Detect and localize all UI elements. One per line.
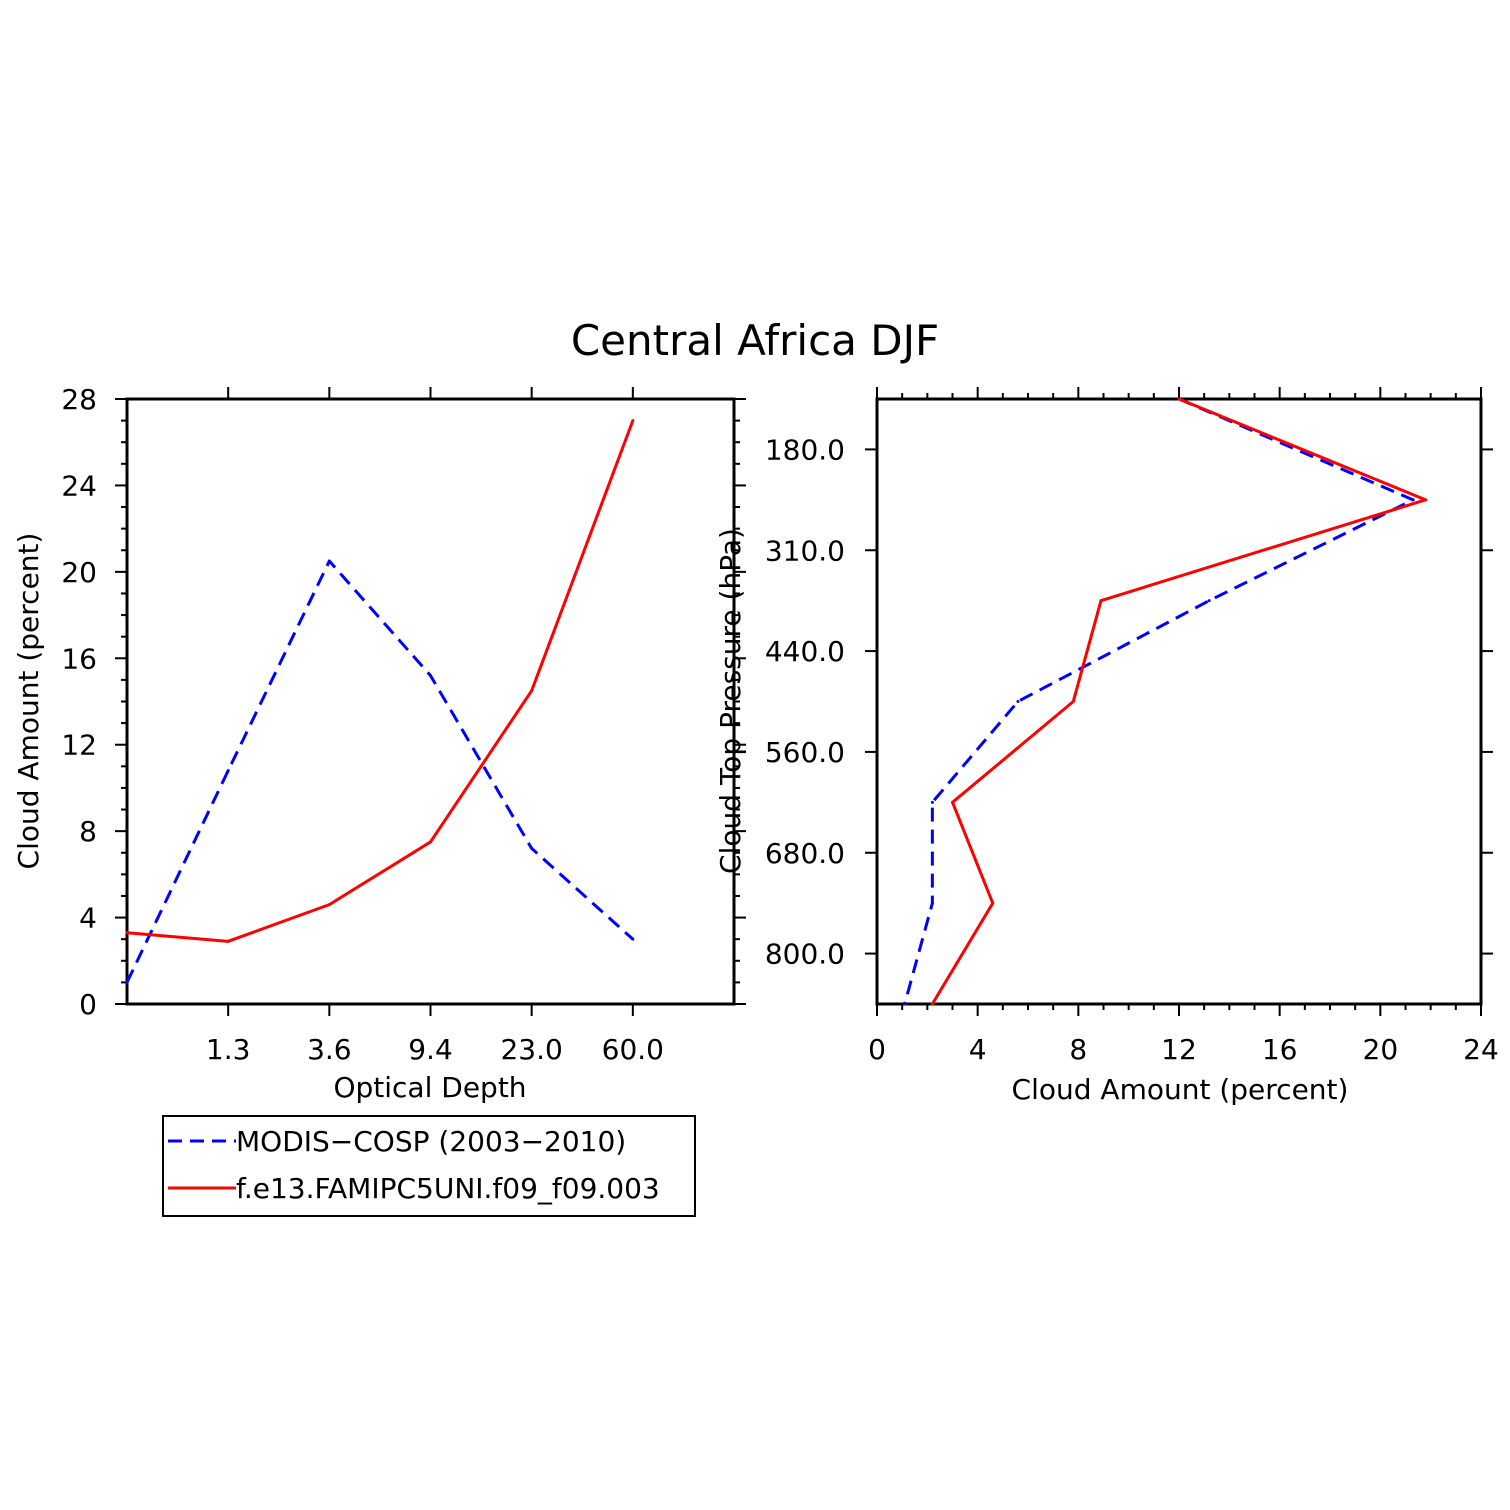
- left-series-line-f-e13-famipc5uni-f09-f09-003: [126, 420, 635, 943]
- left-y-axis-label: Cloud Amount (percent): [12, 533, 45, 870]
- right-point-modis-cosp-2003-2010: [930, 901, 934, 905]
- right-x-tick-label: 20: [1363, 1033, 1399, 1066]
- right-point-f-e13-famipc5uni-f09-f09-003: [1424, 498, 1428, 502]
- left-point-modis-cosp-2003-2010: [125, 980, 129, 984]
- right-point-f-e13-famipc5uni-f09-f09-003: [1071, 700, 1075, 703]
- right-point-modis-cosp-2003-2010: [1207, 599, 1211, 603]
- right-x-tick-label: 24: [1463, 1033, 1499, 1066]
- right-series-line-modis-cosp-2003-2010: [903, 397, 1415, 1005]
- right-point-f-e13-famipc5uni-f09-f09-003: [991, 901, 995, 905]
- left-y-tick-label: 0: [79, 988, 97, 1021]
- left-point-modis-cosp-2003-2010: [530, 846, 534, 850]
- right-x-tick-label: 0: [868, 1033, 886, 1066]
- left-series-line-modis-cosp-2003-2010: [125, 559, 634, 984]
- right-ticks: 0 4 8 12 16 20 24 180.0 310.0 440.0 560.0 680.0 800.…: [765, 387, 1499, 1066]
- right-y-tick-label: 440.0: [765, 635, 845, 668]
- right-y-tick-label: 680.0: [765, 837, 845, 870]
- right-series-line-f-e13-famipc5uni-f09-f09-003: [931, 397, 1428, 1005]
- right-panel: 0 4 8 12 16 20 24 180.0 310.0 440.0 560.0 680.0 800.…: [714, 387, 1499, 1106]
- left-x-axis-label: Optical Depth: [333, 1071, 526, 1104]
- right-y-tick-label: 180.0: [765, 433, 845, 466]
- legend-box: [162, 1115, 696, 1217]
- right-point-f-e13-famipc5uni-f09-f09-003: [1099, 599, 1103, 603]
- right-point-modis-cosp-2003-2010: [930, 800, 934, 804]
- right-x-tick-label: 12: [1161, 1033, 1197, 1066]
- left-point-f-e13-famipc5uni-f09-f09-003: [327, 903, 331, 907]
- right-x-axis-label: Cloud Amount (percent): [1012, 1073, 1349, 1106]
- left-point-f-e13-famipc5uni-f09-f09-003: [530, 689, 534, 693]
- right-point-modis-cosp-2003-2010: [1411, 498, 1415, 502]
- left-point-f-e13-famipc5uni-f09-f09-003: [125, 931, 129, 935]
- left-point-modis-cosp-2003-2010: [631, 937, 635, 941]
- right-y-axis-label: Cloud Top Pressure (hPa): [714, 528, 747, 874]
- left-y-tick-label: 16: [61, 642, 97, 675]
- right-point-f-e13-famipc5uni-f09-f09-003: [951, 800, 954, 804]
- right-point-f-e13-famipc5uni-f09-f09-003: [1177, 397, 1181, 401]
- right-series-lines: [903, 397, 1428, 1006]
- left-x-tick-label: 60.0: [602, 1033, 664, 1066]
- left-point-f-e13-famipc5uni-f09-f09-003: [226, 939, 230, 943]
- left-x-tick-label: 23.0: [500, 1033, 562, 1066]
- left-plot-frame: [125, 397, 736, 1006]
- left-series-lines: [125, 419, 635, 984]
- right-x-tick-label: 4: [969, 1033, 987, 1066]
- left-point-modis-cosp-2003-2010: [429, 674, 432, 678]
- right-point-modis-cosp-2003-2010: [1016, 700, 1020, 703]
- right-x-tick-label: 16: [1262, 1033, 1298, 1066]
- left-point-f-e13-famipc5uni-f09-f09-003: [631, 419, 635, 423]
- left-y-tick-label: 28: [61, 383, 97, 416]
- right-point-modis-cosp-2003-2010: [903, 1002, 907, 1006]
- right-x-tick-label: 8: [1069, 1033, 1087, 1066]
- left-y-tick-label: 8: [79, 815, 97, 848]
- left-ticks: 0 4 8 12 16 20 24 28 1.3 3.6 9.4 23.0 60.0: [61, 383, 746, 1066]
- left-x-tick-label: 3.6: [307, 1033, 352, 1066]
- right-y-tick-label: 310.0: [765, 534, 845, 567]
- left-panel: 0 4 8 12 16 20 24 28 1.3 3.6 9.4 23.0 60.0 Optical D…: [12, 383, 746, 1104]
- left-x-tick-label: 9.4: [408, 1033, 453, 1066]
- left-y-tick-label: 4: [79, 902, 97, 935]
- left-y-tick-label: 20: [61, 556, 97, 589]
- legend-label-model: f.e13.FAMIPC5UNI.f09_f09.003: [236, 1172, 660, 1205]
- left-y-tick-label: 12: [61, 729, 97, 762]
- right-y-tick-label: 560.0: [765, 736, 845, 769]
- left-point-modis-cosp-2003-2010: [327, 559, 331, 563]
- left-point-f-e13-famipc5uni-f09-f09-003: [429, 840, 432, 844]
- chart-title: Central Africa DJF: [571, 316, 939, 365]
- left-point-modis-cosp-2003-2010: [226, 769, 230, 773]
- legend: MODIS−COSP (2003−2010) f.e13.FAMIPC5UNI.…: [162, 1115, 696, 1217]
- right-y-tick-label: 800.0: [765, 938, 845, 971]
- legend-label-modis: MODIS−COSP (2003−2010): [236, 1125, 626, 1158]
- left-y-tick-label: 24: [61, 469, 97, 502]
- right-point-f-e13-famipc5uni-f09-f09-003: [930, 1002, 934, 1006]
- left-x-tick-label: 1.3: [206, 1033, 251, 1066]
